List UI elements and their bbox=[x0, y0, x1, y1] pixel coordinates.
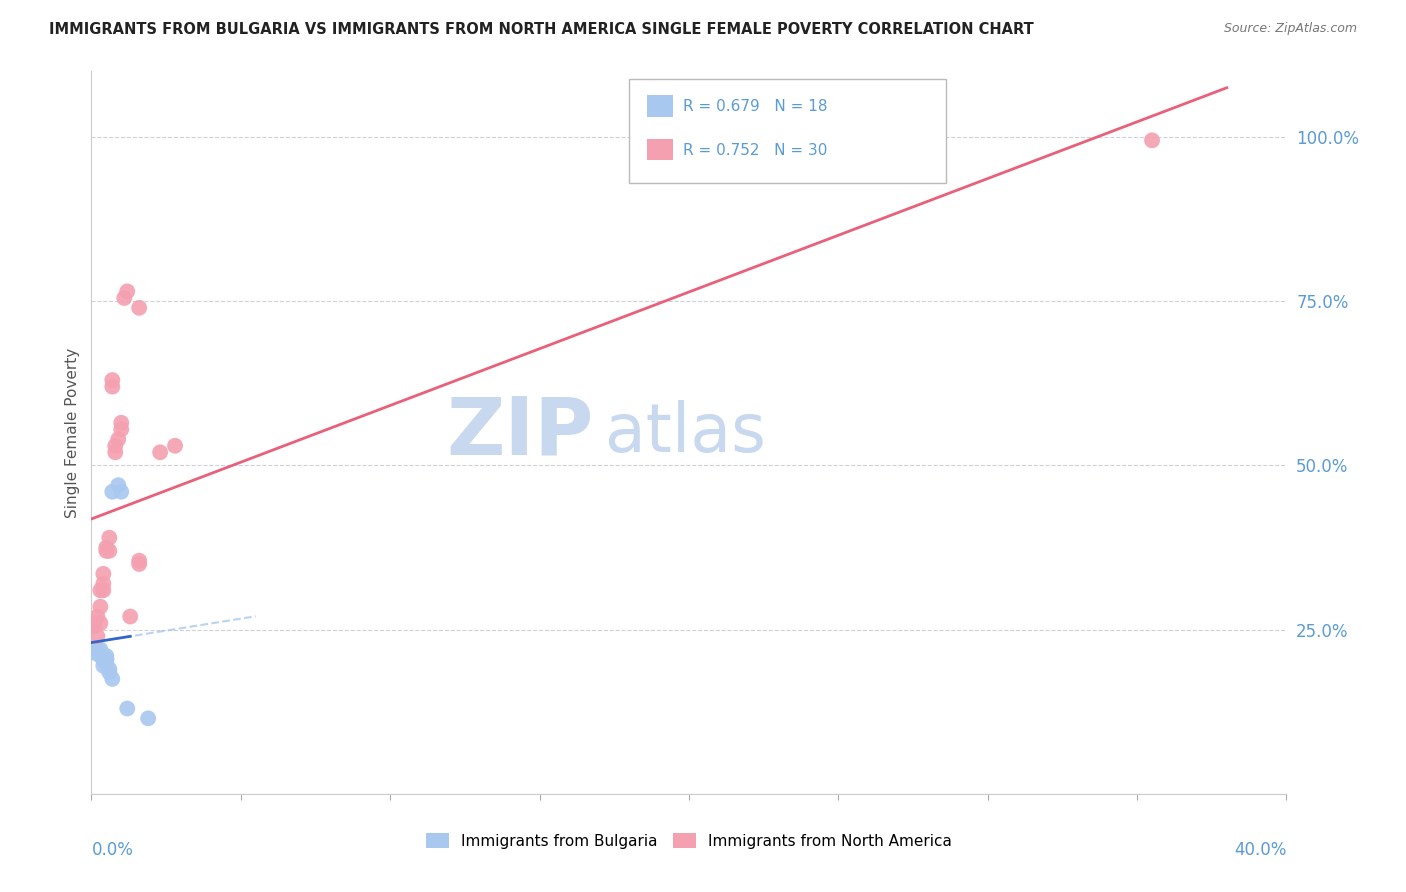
Point bbox=[101, 379, 124, 393]
Point bbox=[93, 648, 115, 663]
Point bbox=[93, 652, 115, 666]
Point bbox=[104, 445, 127, 459]
Point bbox=[101, 484, 124, 499]
Point bbox=[96, 541, 118, 555]
Point bbox=[93, 566, 115, 581]
Point bbox=[96, 656, 118, 670]
Text: Source: ZipAtlas.com: Source: ZipAtlas.com bbox=[1223, 22, 1357, 36]
Point bbox=[98, 665, 121, 680]
Point bbox=[128, 557, 150, 571]
Point bbox=[1140, 133, 1163, 147]
Point bbox=[98, 531, 121, 545]
Point bbox=[83, 646, 105, 660]
Text: 0.0%: 0.0% bbox=[91, 841, 134, 859]
Point bbox=[86, 629, 108, 643]
Point bbox=[96, 652, 118, 666]
Text: atlas: atlas bbox=[605, 400, 766, 466]
Text: ZIP: ZIP bbox=[446, 393, 593, 472]
Point bbox=[96, 652, 118, 666]
FancyBboxPatch shape bbox=[647, 95, 673, 117]
Point bbox=[110, 416, 132, 430]
Point bbox=[110, 484, 132, 499]
Point bbox=[107, 478, 129, 492]
Text: IMMIGRANTS FROM BULGARIA VS IMMIGRANTS FROM NORTH AMERICA SINGLE FEMALE POVERTY : IMMIGRANTS FROM BULGARIA VS IMMIGRANTS F… bbox=[49, 22, 1033, 37]
Point bbox=[96, 648, 118, 663]
Point bbox=[89, 642, 111, 657]
FancyBboxPatch shape bbox=[630, 78, 946, 184]
Point bbox=[110, 422, 132, 436]
Text: R = 0.752   N = 30: R = 0.752 N = 30 bbox=[683, 143, 827, 158]
Point bbox=[89, 616, 111, 631]
Point bbox=[93, 583, 115, 598]
Point bbox=[83, 619, 105, 633]
Point bbox=[115, 285, 138, 299]
Point bbox=[96, 544, 118, 558]
Text: 40.0%: 40.0% bbox=[1234, 841, 1286, 859]
Point bbox=[128, 554, 150, 568]
Point bbox=[120, 609, 142, 624]
Point bbox=[98, 662, 121, 676]
Point bbox=[128, 301, 150, 315]
Point bbox=[149, 445, 172, 459]
Point bbox=[89, 599, 111, 614]
Point bbox=[86, 609, 108, 624]
Point bbox=[93, 576, 115, 591]
Legend: Immigrants from Bulgaria, Immigrants from North America: Immigrants from Bulgaria, Immigrants fro… bbox=[420, 827, 957, 855]
Point bbox=[89, 648, 111, 663]
FancyBboxPatch shape bbox=[647, 138, 673, 161]
Point bbox=[107, 432, 129, 446]
Point bbox=[83, 616, 105, 631]
Point bbox=[101, 672, 124, 686]
Point bbox=[93, 658, 115, 673]
Point bbox=[163, 439, 186, 453]
Point bbox=[98, 544, 121, 558]
Point bbox=[112, 291, 135, 305]
Point bbox=[104, 439, 127, 453]
Text: R = 0.679   N = 18: R = 0.679 N = 18 bbox=[683, 98, 828, 113]
Point bbox=[89, 646, 111, 660]
Point bbox=[101, 373, 124, 387]
Y-axis label: Single Female Poverty: Single Female Poverty bbox=[65, 348, 80, 517]
Point bbox=[86, 642, 108, 657]
Point bbox=[115, 701, 138, 715]
Point bbox=[136, 711, 159, 725]
Point bbox=[89, 583, 111, 598]
